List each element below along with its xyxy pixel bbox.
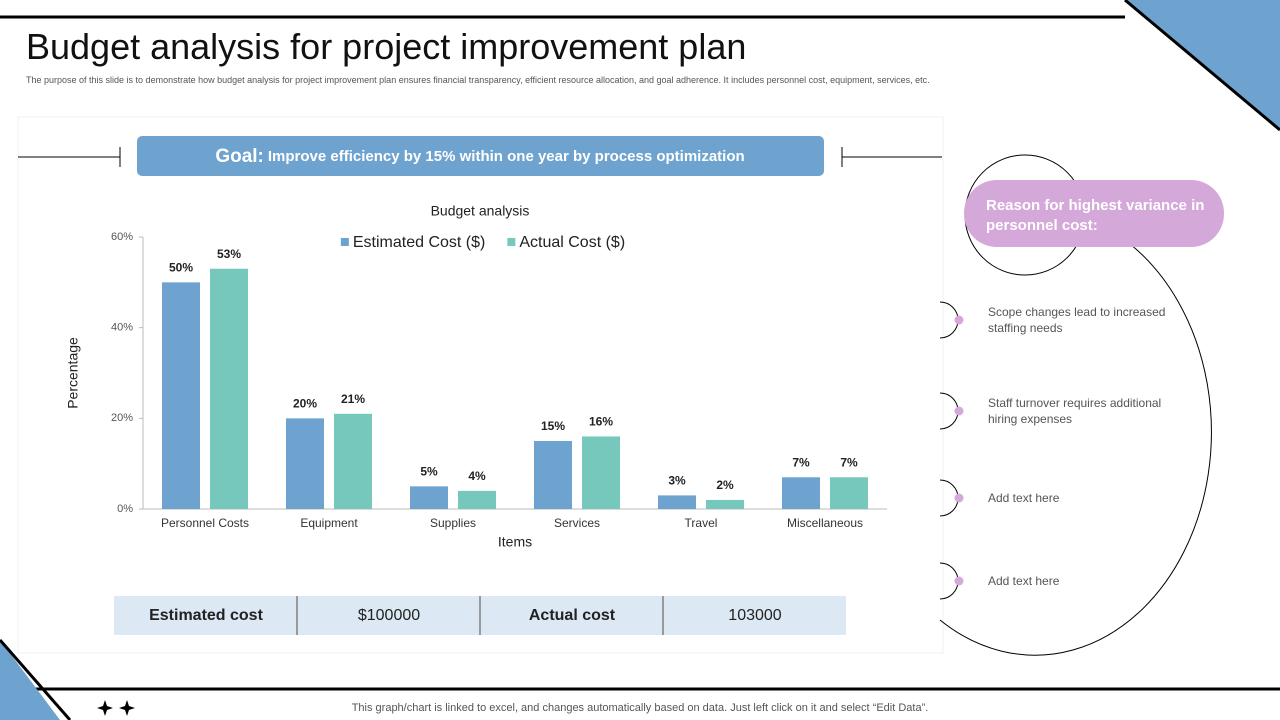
table-cell: Estimated cost [149,607,263,624]
x-tick-label: Equipment [300,516,358,530]
data-label: 15% [541,419,565,433]
data-label: 4% [468,469,486,483]
chart-panel [17,116,944,654]
slide-title: Budget analysis for project improvement … [26,26,747,67]
bar [410,486,448,509]
data-label: 7% [792,455,810,469]
data-label: 50% [169,261,193,275]
bar [658,495,696,509]
bullet-dot [954,406,964,416]
legend-label: Actual Cost ($) [519,234,625,251]
reason-item: Staff turnover requires additional hirin… [988,396,1162,426]
corner-edge [1124,0,1280,132]
data-label: 2% [716,478,734,492]
reason-title: Reason for highest variance in personnel… [986,197,1205,234]
y-tick-label: 0% [117,503,133,515]
data-label: 21% [341,392,365,406]
data-label: 20% [293,397,317,411]
legend-swatch [340,238,349,246]
corner-decoration [0,640,60,720]
reason-item: Add text here [988,491,1060,505]
legend-swatch [507,238,516,246]
bar [534,441,572,509]
x-tick-label: Services [554,516,600,530]
goal-label: Goal: [215,146,264,167]
table-cell: Actual cost [529,607,616,624]
goal-text: Improve efficiency by 15% within one yea… [268,148,745,165]
reason-item: Add text here [988,574,1060,588]
x-tick-label: Travel [685,516,718,530]
bar [830,477,868,509]
y-axis-label: Percentage [65,337,81,409]
legend: Estimated Cost ($) Actual Cost ($) [340,234,625,251]
x-tick-label: Personnel Costs [161,516,249,530]
goal-line: Goal: Improve efficiency by 15% within on… [215,146,744,167]
bullet-dot [954,315,964,325]
bar [782,477,820,509]
reason-pill [964,180,1224,247]
x-tick-label: Supplies [430,516,476,530]
y-tick-label: 20% [111,412,133,424]
y-tick-label: 40% [111,322,133,334]
bar [582,436,620,509]
bullet-dot [954,493,964,503]
footer-note: This graph/chart is linked to excel, and… [352,702,929,714]
chart-title: Budget analysis [431,203,530,219]
x-axis-label: Items [498,534,532,550]
sparkle-icon [97,700,135,716]
data-label: 5% [420,465,438,479]
reason-item: Scope changes lead to increased staffing… [988,305,1166,335]
legend-label: Estimated Cost ($) [353,234,485,251]
corner-edge [0,639,72,720]
y-tick-label: 60% [111,231,133,243]
table-cell: 103000 [728,607,781,624]
bar [458,490,496,509]
data-label: 16% [589,415,613,429]
x-tick-label: Miscellaneous [787,516,863,530]
bar [162,282,200,509]
bar [334,413,372,509]
decor-arc [939,243,1212,656]
goal-banner [137,136,824,176]
table-cell: $100000 [358,607,420,624]
bullet-dot [954,576,964,586]
slide-subtitle: The purpose of this slide is to demonstr… [26,75,930,85]
bar [210,268,248,509]
data-label: 3% [668,474,686,488]
bar [286,418,324,509]
data-label: 53% [217,247,241,261]
data-label: 7% [840,455,858,469]
bar [706,499,744,509]
